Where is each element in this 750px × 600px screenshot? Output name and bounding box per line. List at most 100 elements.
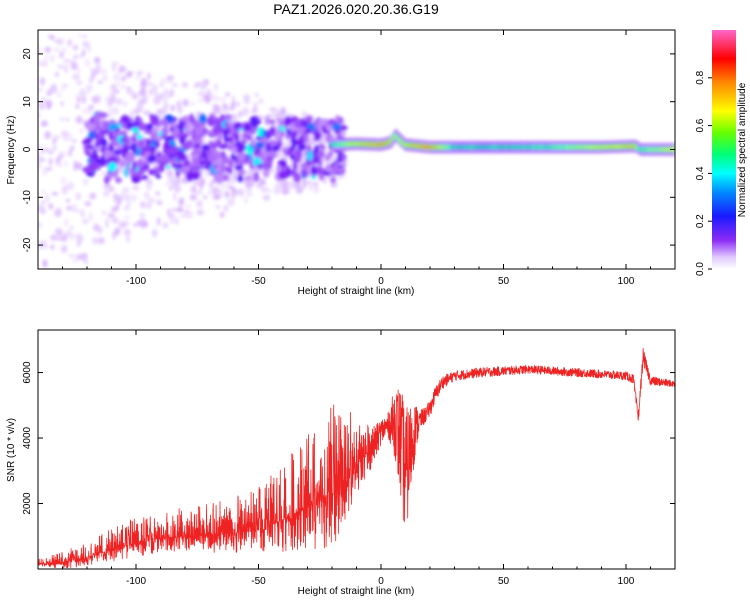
spectrogram-noise-cell <box>85 59 91 67</box>
spectrogram-noise-cell <box>253 107 258 113</box>
spectrogram-noise-cell <box>45 47 51 53</box>
spectrogram-noise-cell <box>227 186 234 189</box>
spectrogram-noise-cell <box>189 194 197 200</box>
spectrogram-noise-cell <box>93 224 99 232</box>
spectrogram-noise-cell <box>227 198 235 206</box>
spectrogram-noise-cell <box>167 214 174 219</box>
spectrogram-noise-cell <box>52 145 57 151</box>
spectrogram-x-tick-label: 50 <box>498 276 510 287</box>
spectrogram-noise-cell <box>238 111 242 118</box>
spectrogram-noise-cell <box>57 65 64 68</box>
spectrogram-noise-cell <box>225 92 230 96</box>
chart-title: PAZ1.2026.020.20.36.G19 <box>273 1 439 17</box>
spectrogram-signal-cell <box>243 176 253 180</box>
spectrogram-noise-cell <box>60 176 66 185</box>
spectrogram-noise-cell <box>73 55 77 61</box>
spectrogram-signal-cell <box>342 163 347 168</box>
colorbar-tick-label: 0.8 <box>695 70 706 84</box>
spectrogram-signal-cell <box>135 160 145 168</box>
spectrogram-signal-cell <box>253 171 259 182</box>
spectrogram-signal-cell <box>93 117 98 124</box>
spectrogram-noise-cell <box>242 107 248 115</box>
spectrogram-y-label: Frequency (Hz) <box>6 116 17 185</box>
spectrogram-signal-cell <box>266 143 271 153</box>
spectrogram-noise-cell <box>143 94 147 100</box>
spectrogram-signal-cell <box>98 112 107 118</box>
spectrogram-signal-cell <box>121 148 128 153</box>
spectrogram-noise-cell <box>147 197 155 204</box>
spectrogram-noise-cell <box>143 111 146 115</box>
spectrogram-signal-cell <box>120 161 125 168</box>
spectrogram-noise-cell <box>96 95 101 103</box>
spectrogram-noise-cell <box>186 204 191 209</box>
spectrogram-noise-cell <box>51 35 54 40</box>
spectrogram-noise-cell <box>140 219 147 228</box>
spectrogram-signal-cell <box>278 171 288 180</box>
spectrogram-noise-cell <box>61 245 68 253</box>
spectrogram-noise-cell <box>37 104 42 107</box>
colorbar-tick-label: 0.0 <box>695 262 706 276</box>
spectrogram-noise-cell <box>126 71 132 77</box>
spectrogram-noise-cell <box>221 183 227 190</box>
spectrogram-noise-cell <box>141 78 146 85</box>
spectrogram-noise-cell <box>215 204 220 209</box>
spectrogram-noise-cell <box>59 117 65 122</box>
spectrogram-signal-cell <box>314 145 318 154</box>
spectrogram-signal-cell <box>263 161 272 169</box>
spectrogram-noise-cell <box>40 208 46 214</box>
spectrogram-signal-cell <box>332 123 340 130</box>
spectrogram-noise-cell <box>50 54 55 62</box>
spectrogram-noise-cell <box>203 195 207 200</box>
spectrogram-signal-cell <box>137 123 147 131</box>
spectrogram-noise-cell <box>56 163 64 167</box>
spectrogram-noise-cell <box>38 158 46 161</box>
spectrogram-signal-cell <box>318 158 322 167</box>
spectrogram-noise-cell <box>198 92 202 96</box>
spectrogram-noise-cell <box>196 209 204 212</box>
spectrogram-noise-cell <box>77 69 80 73</box>
spectrogram-noise-cell <box>154 85 157 89</box>
spectrogram-noise-cell <box>169 186 172 191</box>
spectrogram-noise-cell <box>223 205 228 211</box>
spectrogram-signal-cell <box>228 121 234 126</box>
spectrogram-signal-cell <box>236 143 246 151</box>
spectrogram-noise-cell <box>147 73 151 80</box>
spectrogram-y-tick-label: -20 <box>22 237 33 252</box>
spectrogram-signal-cell <box>330 177 336 183</box>
spectrogram-noise-cell <box>123 101 127 106</box>
spectrogram-signal-cell <box>132 172 141 177</box>
spectrogram-noise-cell <box>112 65 116 71</box>
spectrogram-signal-cell <box>266 156 274 161</box>
spectrogram-noise-cell <box>55 228 63 235</box>
spectrogram-signal-cell <box>257 127 263 137</box>
spectrogram-noise-cell <box>172 84 179 88</box>
spectrogram-noise-cell <box>182 99 189 106</box>
spectrogram-noise-cell <box>108 213 116 218</box>
spectrogram-noise-cell <box>41 97 46 101</box>
spectrogram-signal-cell <box>93 149 97 157</box>
spectrogram-signal-cell <box>155 140 160 149</box>
spectrogram-noise-cell <box>92 71 96 79</box>
spectrogram-noise-cell <box>65 230 71 237</box>
spectrogram-noise-cell <box>89 78 93 84</box>
spectrogram-noise-cell <box>89 110 92 117</box>
spectrogram-noise-cell <box>281 187 289 195</box>
spectrogram-noise-cell <box>137 102 144 110</box>
spectrogram-x-label: Height of straight line (km) <box>298 286 415 297</box>
spectrogram-noise-cell <box>226 192 229 199</box>
spectrogram-y-tick-label: 10 <box>22 96 33 108</box>
spectrogram-noise-cell <box>80 88 84 95</box>
spectrogram-signal-cell <box>103 121 109 130</box>
spectrogram-noise-cell <box>233 116 238 122</box>
spectrogram-noise-cell <box>66 199 70 202</box>
spectrogram-noise-cell <box>94 57 100 63</box>
colorbar-tick-label: 0.2 <box>695 214 706 228</box>
spectrogram-noise-cell <box>52 192 59 195</box>
spectrogram-noise-cell <box>220 97 226 100</box>
spectrogram-noise-cell <box>41 120 48 127</box>
snr-y-tick-label: 2000 <box>22 492 33 515</box>
spectrogram-noise-cell <box>147 203 152 209</box>
spectrogram-noise-cell <box>79 128 84 133</box>
spectrogram-noise-cell <box>54 39 62 43</box>
spectrogram-noise-cell <box>83 178 89 186</box>
